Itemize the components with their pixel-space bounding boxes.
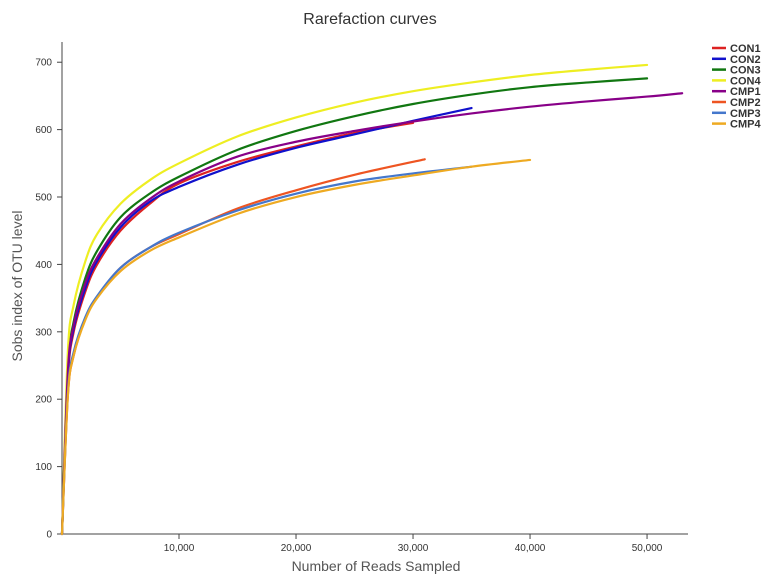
y-ticks: 0 100 200 300 400 500 600 700	[35, 58, 62, 541]
chart-title: Rarefaction curves	[303, 11, 436, 28]
y-tick-label: 600	[35, 125, 52, 136]
legend-label-cmp3: CMP3	[730, 108, 761, 120]
legend-label-con4: CON4	[730, 75, 761, 87]
x-tick-label: 40,000	[515, 543, 546, 554]
y-tick-label: 500	[35, 193, 52, 204]
series-line-cmp1	[60, 92, 684, 536]
series-line-cmp2	[60, 158, 426, 536]
series-line-con2	[60, 106, 473, 536]
x-axis-title: Number of Reads Sampled	[292, 558, 461, 574]
series-line-con4	[60, 63, 649, 536]
x-tick-label: 30,000	[398, 543, 429, 554]
legend-label-cmp4: CMP4	[730, 119, 761, 131]
axes	[61, 42, 688, 535]
x-tick-label: 20,000	[281, 543, 312, 554]
legend-label-con2: CON2	[730, 54, 761, 66]
y-tick-label: 0	[46, 530, 52, 541]
y-axis-title: Sobs index of OTU level	[9, 211, 25, 362]
x-ticks: 10,000 20,000 30,000 40,000 50,000	[164, 534, 663, 554]
x-tick-label: 10,000	[164, 543, 195, 554]
y-tick-label: 100	[35, 462, 52, 473]
y-tick-label: 200	[35, 395, 52, 406]
legend-label-con3: CON3	[730, 65, 761, 77]
x-tick-label: 50,000	[632, 543, 663, 554]
legend-label-cmp1: CMP1	[730, 86, 761, 98]
legend-label-cmp2: CMP2	[730, 97, 761, 109]
y-tick-label: 700	[35, 58, 52, 69]
series-line-cmp4	[60, 158, 532, 536]
series-line-con3	[60, 77, 649, 536]
series-group	[60, 63, 684, 536]
legend-label-con1: CON1	[730, 43, 761, 55]
y-tick-label: 400	[35, 260, 52, 271]
y-tick-label: 300	[35, 327, 52, 338]
